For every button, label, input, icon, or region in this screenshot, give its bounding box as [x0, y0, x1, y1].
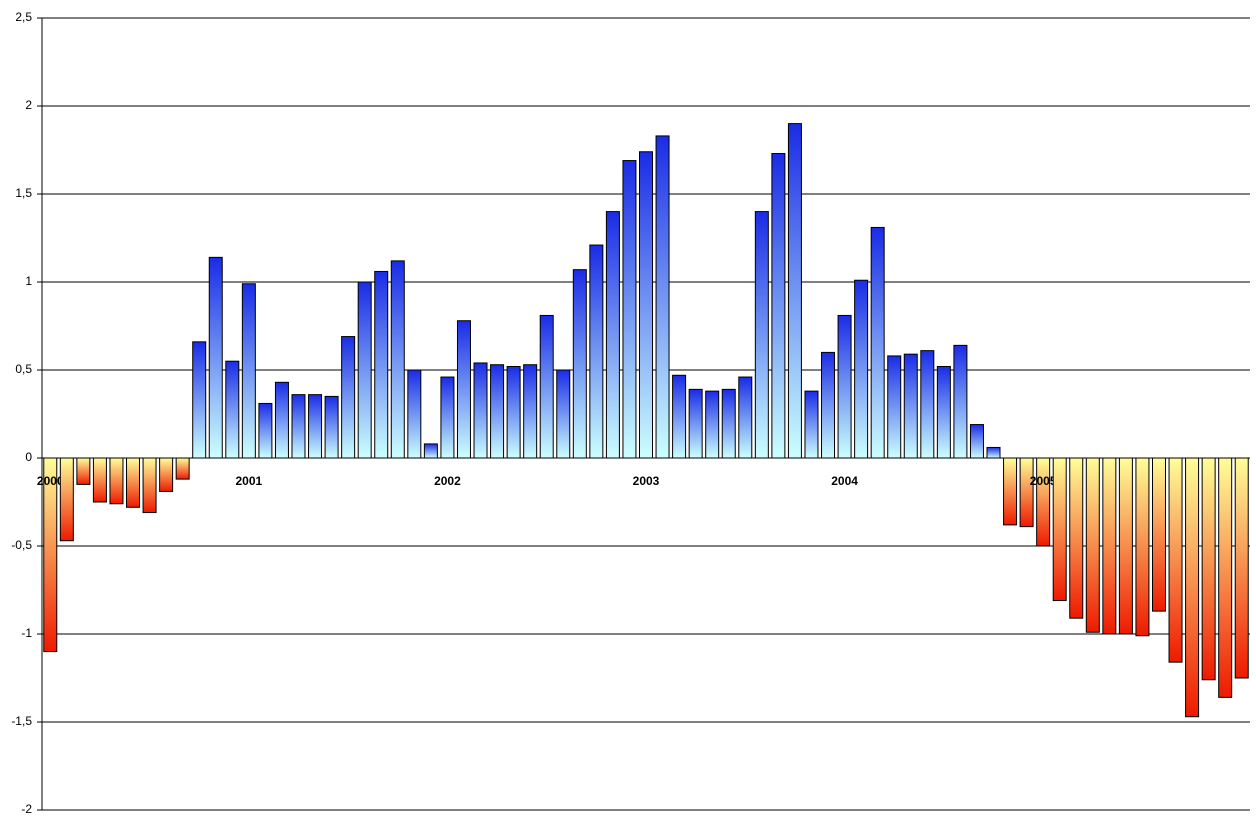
bar: [258, 402, 273, 459]
bar: [92, 457, 107, 503]
bar: [705, 390, 720, 459]
bar: [109, 457, 124, 505]
x-tick-label: 2002: [434, 474, 461, 488]
bar: [936, 365, 951, 459]
bar: [126, 457, 141, 508]
bar: [1069, 457, 1084, 619]
bar: [887, 355, 902, 459]
bar: [1052, 457, 1067, 602]
bar: [771, 153, 786, 459]
bar: [407, 369, 422, 459]
bar: [423, 443, 438, 459]
bar: [59, 457, 74, 542]
x-tick-label: 2001: [235, 474, 262, 488]
bar: [787, 123, 802, 459]
y-tick-label: -0,5: [11, 538, 32, 552]
bar: [225, 360, 240, 459]
bar: [622, 160, 637, 459]
bar: [821, 351, 836, 459]
bar: [903, 353, 918, 459]
bar: [1118, 457, 1133, 635]
bar: [1003, 457, 1018, 526]
bar: [192, 341, 207, 459]
y-tick-label: 0,5: [15, 362, 32, 376]
x-tick-label: 2004: [831, 474, 858, 488]
bar: [523, 364, 538, 459]
bar: [986, 446, 1001, 459]
bar: [159, 457, 174, 492]
bar: [953, 344, 968, 459]
y-tick-label: -1: [21, 626, 32, 640]
bar: [969, 424, 984, 459]
bar: [920, 350, 935, 459]
bar: [854, 279, 869, 459]
bar: [390, 260, 405, 459]
bar: [440, 376, 455, 459]
bar: [473, 362, 488, 459]
x-tick-label: 2000: [37, 474, 64, 488]
y-tick-label: 2: [25, 98, 32, 112]
bar: [589, 244, 604, 459]
y-tick-label: -1,5: [11, 714, 32, 728]
bar: [1218, 457, 1233, 698]
bar: [1036, 457, 1051, 547]
y-tick-label: 2,5: [15, 10, 32, 24]
bar: [1168, 457, 1183, 663]
bar: [738, 376, 753, 459]
bar: [208, 256, 223, 459]
bar: [1019, 457, 1034, 528]
y-tick-label: 1,5: [15, 186, 32, 200]
y-tick-label: 0: [25, 450, 32, 464]
bar: [142, 457, 157, 514]
bar: [175, 457, 190, 480]
bar: [490, 364, 505, 459]
bar: [456, 320, 471, 459]
bar: [688, 388, 703, 459]
bar: [1135, 457, 1150, 637]
bar: [76, 457, 91, 485]
bar: [539, 314, 554, 459]
bar: [605, 211, 620, 459]
y-tick-label: -2: [21, 802, 32, 816]
bar: [341, 336, 356, 459]
x-tick-label: 2005: [1030, 474, 1057, 488]
bar: [1185, 457, 1200, 718]
bar: [274, 381, 289, 459]
bar: [754, 211, 769, 459]
bar: [1234, 457, 1249, 679]
x-tick-label: 2003: [633, 474, 660, 488]
bar: [1151, 457, 1166, 612]
bar: [291, 394, 306, 459]
bar: [870, 226, 885, 459]
bar: [1102, 457, 1117, 635]
bar: [308, 394, 323, 459]
y-tick-label: 1: [25, 274, 32, 288]
bar: [639, 151, 653, 459]
bar: [804, 390, 819, 459]
bar: [357, 281, 372, 459]
bar: [837, 314, 852, 459]
bar: [506, 365, 521, 459]
bar: [241, 283, 256, 459]
bar: [1085, 457, 1100, 633]
bar: [324, 395, 339, 459]
bar: [721, 388, 736, 459]
bar: [374, 270, 389, 459]
bar: [1201, 457, 1216, 681]
bar: [572, 269, 587, 459]
bar: [672, 374, 687, 459]
bar: [655, 135, 670, 459]
bar: [556, 369, 571, 459]
